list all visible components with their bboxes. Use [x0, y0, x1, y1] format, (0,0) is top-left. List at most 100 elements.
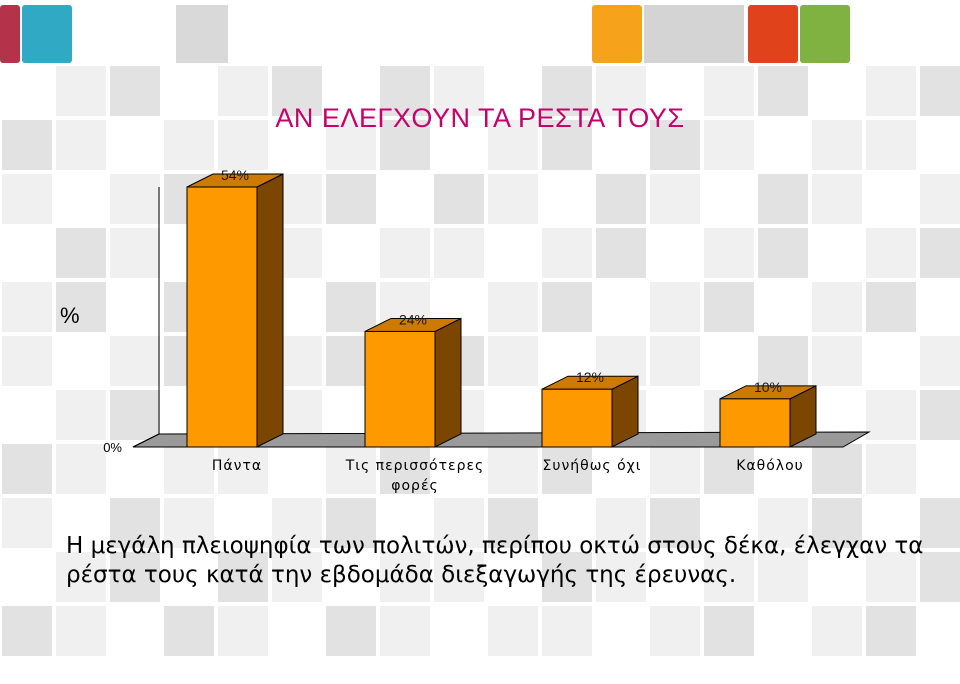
- bg-tile: [650, 336, 700, 386]
- bg-tile: [542, 282, 592, 332]
- bg-tile: [812, 282, 862, 332]
- bg-tile: [866, 390, 916, 440]
- bg-tile: [812, 336, 862, 386]
- category-label: φορές: [391, 478, 438, 494]
- data-label: 24%: [399, 311, 427, 327]
- bg-tile: [56, 606, 106, 656]
- bg-tile: [596, 228, 646, 278]
- bg-tile: [812, 174, 862, 224]
- bar-front: [364, 330, 436, 448]
- bg-tile: [488, 336, 538, 386]
- bars: [186, 173, 817, 448]
- bg-tile: [758, 228, 808, 278]
- banner-photo-tile: [176, 5, 228, 63]
- bg-tile: [488, 120, 538, 170]
- bg-tile: [110, 552, 160, 602]
- bg-tile: [218, 552, 268, 602]
- bg-tile: [920, 66, 960, 116]
- bg-tile: [488, 606, 538, 656]
- data-label: 12%: [576, 369, 604, 385]
- banner-maroon-tile: [0, 5, 20, 63]
- bg-tile: [218, 606, 268, 656]
- bg-tile: [542, 120, 592, 170]
- bg-tile: [866, 120, 916, 170]
- bg-tile: [434, 66, 484, 116]
- bar: [364, 317, 462, 448]
- bg-tile: [56, 390, 106, 440]
- data-labels: 54% 24% 12% 10%: [221, 167, 782, 395]
- bg-tile: [326, 498, 376, 548]
- bg-tile: [380, 120, 430, 170]
- bg-tile: [434, 228, 484, 278]
- category-label: Πάντα: [212, 458, 262, 474]
- slide-caption: Η μεγάλη πλειοψηφία των πολιτών, περίπου…: [66, 533, 924, 588]
- bg-tile: [704, 228, 754, 278]
- bg-tile: [866, 228, 916, 278]
- bg-tile: [2, 444, 52, 494]
- bg-tile: [2, 120, 52, 170]
- bg-tile: [110, 66, 160, 116]
- y-tick-label: 0%: [103, 440, 122, 455]
- bg-tile: [326, 174, 376, 224]
- bg-tile: [866, 66, 916, 116]
- bg-tile: [56, 282, 106, 332]
- bg-tile: [920, 498, 960, 548]
- bg-tile: [2, 282, 52, 332]
- bg-tile: [758, 498, 808, 548]
- bg-tile: [56, 66, 106, 116]
- banner-teal-tile: [22, 5, 72, 63]
- banner-red-tile: [748, 5, 798, 63]
- bg-tile: [704, 282, 754, 332]
- bar: [186, 173, 284, 448]
- tile-pattern: [2, 66, 960, 656]
- bg-tile: [758, 174, 808, 224]
- bg-tile: [650, 120, 700, 170]
- bg-tile: [218, 120, 268, 170]
- bg-tile: [596, 174, 646, 224]
- bg-tile: [2, 336, 52, 386]
- bg-tile: [326, 444, 376, 494]
- bg-tile: [866, 606, 916, 656]
- bg-tile: [542, 606, 592, 656]
- bg-tile: [380, 606, 430, 656]
- category-labels: Πάντα Τις περισσότερες φορές Συνήθως όχι Καθ…: [212, 458, 803, 494]
- bg-tile: [110, 336, 160, 386]
- bg-tile: [542, 444, 592, 494]
- bg-tile: [2, 606, 52, 656]
- bg-tile: [596, 498, 646, 548]
- data-label: 10%: [754, 379, 782, 395]
- bg-tile: [326, 606, 376, 656]
- y-axis: 0%: [103, 187, 160, 455]
- bar-side: [434, 317, 462, 448]
- bg-tile: [218, 444, 268, 494]
- bg-tile: [650, 498, 700, 548]
- bg-tile: [2, 498, 52, 548]
- chart-title: ΑΝ ΕΛΕΓΧΟΥΝ ΤΑ ΡΕΣΤΑ ΤΟΥΣ: [275, 103, 685, 133]
- bg-tile: [596, 66, 646, 116]
- bg-tile: [56, 444, 106, 494]
- bg-tile: [758, 66, 808, 116]
- bg-tile: [488, 498, 538, 548]
- bg-tile: [542, 552, 592, 602]
- bg-tile: [812, 498, 862, 548]
- bg-tile: [542, 228, 592, 278]
- banner-photo-tile-2: [644, 5, 744, 63]
- bg-tile: [434, 552, 484, 602]
- bg-tile: [272, 66, 322, 116]
- category-label: Τις περισσότερες: [345, 458, 485, 474]
- bg-tile: [380, 228, 430, 278]
- data-label: 54%: [221, 167, 249, 183]
- bg-tile: [56, 228, 106, 278]
- bg-tile: [866, 444, 916, 494]
- bg-tile: [704, 444, 754, 494]
- bg-tile: [164, 498, 214, 548]
- bg-tile: [488, 444, 538, 494]
- bg-tile: [866, 282, 916, 332]
- bg-tile: [704, 120, 754, 170]
- bg-tile: [812, 120, 862, 170]
- bar-side: [256, 173, 284, 448]
- bg-tile: [866, 552, 916, 602]
- bg-tile: [218, 66, 268, 116]
- bar-front: [541, 388, 613, 448]
